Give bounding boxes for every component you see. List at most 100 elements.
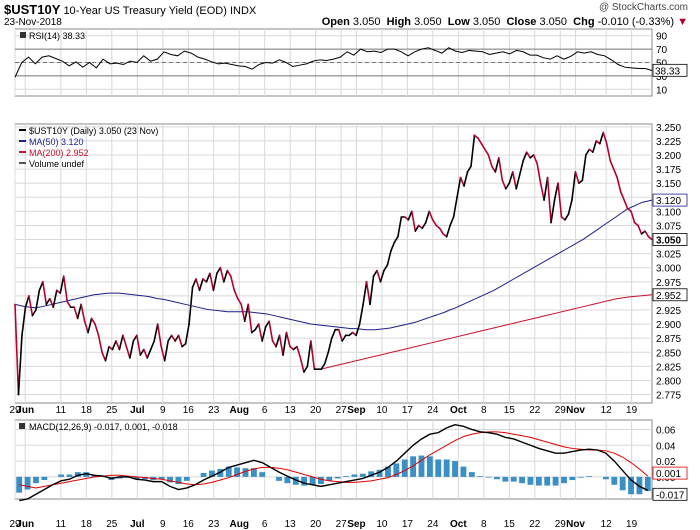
price-segment (379, 269, 385, 283)
price-segment (383, 264, 389, 272)
price-segment (101, 351, 107, 362)
macd-histogram-bar (443, 459, 450, 477)
price-segment (459, 176, 465, 187)
macd-histogram-bar (91, 475, 98, 477)
x-tick-label: 24 (427, 405, 439, 416)
price-segment (445, 224, 451, 238)
x-tick-label: 19 (626, 405, 638, 416)
x-tick-label: 8 (481, 405, 487, 416)
price-segment (480, 142, 486, 151)
macd-histogram-bar (41, 476, 48, 481)
open-label: Open (321, 16, 350, 28)
price-segment (247, 303, 253, 334)
price-segment (428, 210, 434, 221)
price-y-tick: 2.825 (656, 362, 681, 373)
x-tick-label-lower: 16 (183, 519, 195, 530)
macd-histogram-bar (544, 476, 551, 486)
price-y-tick: 3.000 (656, 264, 681, 275)
macd-histogram-bar (200, 472, 207, 477)
macd-histogram-bar (628, 476, 634, 495)
price-segment (456, 176, 462, 199)
macd-histogram-bar (619, 476, 626, 491)
price-segment (358, 303, 364, 325)
signal-last-box (652, 466, 688, 480)
price-segment (174, 334, 180, 342)
x-tick-label-lower: 18 (81, 519, 93, 530)
macd-histogram-bar (83, 472, 90, 477)
x-tick-label: 13 (285, 405, 297, 416)
price-segment (21, 306, 27, 337)
price-segment (477, 137, 483, 145)
x-tick-label-lower: Jun (16, 519, 34, 530)
macd-line (19, 424, 649, 502)
rsi-y-tick: 10 (656, 85, 668, 96)
price-segment (17, 334, 23, 396)
macd-histogram-bar (158, 476, 165, 480)
price-segment (372, 269, 378, 277)
price-segment (484, 148, 490, 156)
price-segment (612, 168, 618, 179)
price-segment (647, 235, 653, 241)
price-segment (518, 159, 525, 176)
price-segment (306, 340, 312, 368)
macd-histogram-bar (167, 476, 173, 483)
price-segment (104, 345, 110, 362)
price-legend-entry: MA(200) 2.952 (29, 148, 89, 158)
macd-histogram-bar (401, 459, 408, 477)
signal-last-value: 0.001 (656, 469, 681, 480)
price-legend-entry: Volume undef (29, 159, 85, 169)
price-segment (539, 182, 545, 201)
macd-histogram-bar (477, 476, 484, 477)
macd-histogram-bar (133, 476, 140, 480)
price-segment (320, 362, 326, 370)
macd-last-box (652, 487, 688, 501)
macd-histogram-bar (385, 466, 391, 477)
price-segment (341, 334, 347, 342)
price-segment (296, 345, 302, 359)
price-segment (275, 334, 281, 348)
macd-histogram-bar (426, 456, 433, 477)
x-tick-label: 29 (9, 405, 21, 416)
ma200-last-box (652, 288, 688, 302)
price-segment (466, 165, 472, 173)
low-value: 3.050 (472, 16, 501, 28)
low-label: Low (447, 16, 470, 28)
price-segment (598, 131, 605, 145)
ma50-last-value: 3.120 (656, 196, 681, 207)
price-segment (282, 331, 288, 356)
price-segment (536, 162, 542, 184)
price-segment (278, 334, 284, 356)
price-segment (142, 348, 149, 359)
x-tick-label: 25 (106, 405, 118, 416)
price-segment (167, 334, 173, 342)
macd-histogram-bar (535, 476, 542, 486)
macd-histogram-bar (209, 470, 215, 477)
price-segment (505, 182, 511, 190)
ma200-line (320, 294, 653, 370)
x-tick-label-lower: 11 (56, 519, 67, 530)
macd-histogram-bar (435, 459, 442, 477)
price-segment (160, 345, 166, 362)
price-segment (592, 140, 598, 153)
rsi-last-box (652, 63, 688, 77)
price-segment (390, 241, 396, 252)
macd-histogram-bar (24, 476, 31, 490)
price-segment (205, 272, 211, 283)
macd-histogram-bar (309, 476, 316, 485)
macd-histogram-bar (393, 463, 400, 477)
price-segment (76, 303, 82, 320)
x-tick-label: 16 (183, 405, 195, 416)
price-segment (62, 275, 69, 303)
macd-histogram-bar (351, 474, 358, 477)
price-y-tick: 2.875 (656, 334, 681, 345)
price-segment (271, 340, 277, 348)
macd-y-tick: 0.04 (656, 441, 676, 452)
price-segment (153, 323, 159, 342)
price-segment (83, 320, 89, 334)
macd-histogram-bar (317, 476, 324, 484)
price-segment (35, 289, 41, 311)
x-tick-label-lower: 23 (208, 519, 220, 530)
price-segment (310, 340, 316, 370)
x-tick-label-lower: 22 (529, 519, 541, 530)
macd-histogram-bar (183, 476, 190, 481)
